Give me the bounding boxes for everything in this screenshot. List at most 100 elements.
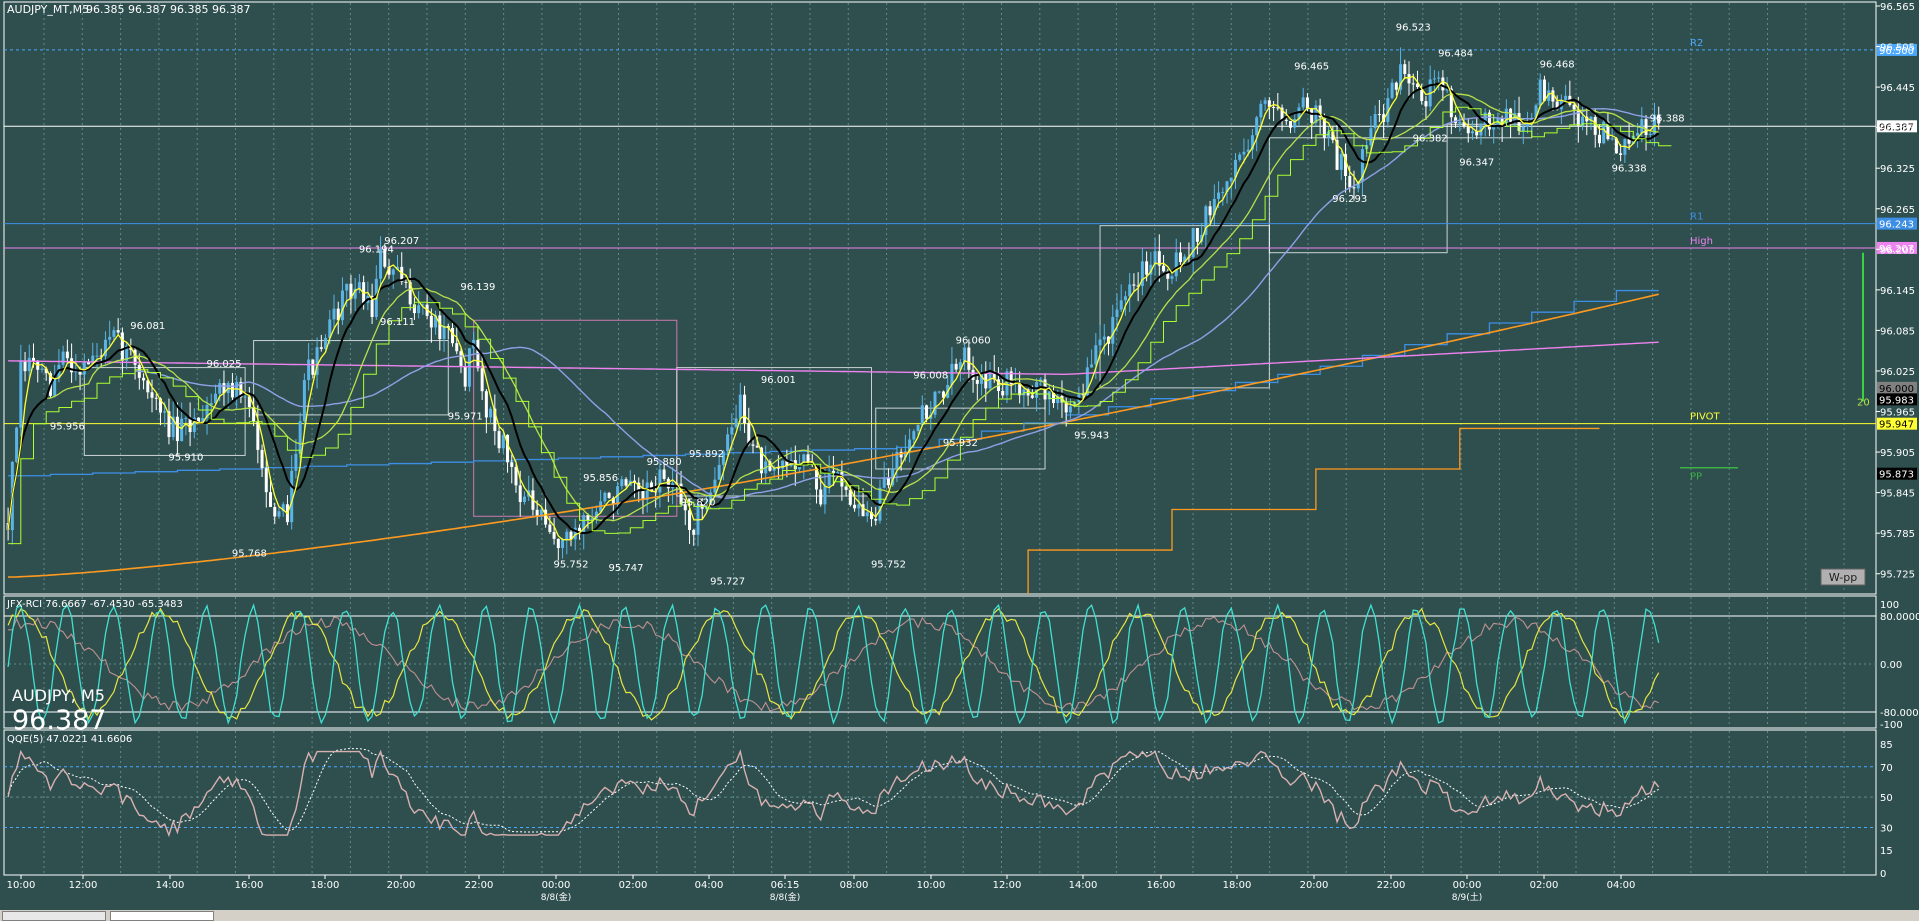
candle-body (197, 417, 201, 424)
price-axis-label: 96.325 (1880, 164, 1915, 175)
candle-body (1149, 264, 1153, 275)
candle-body (1183, 256, 1187, 263)
candle-body (408, 282, 412, 305)
candle-body (819, 489, 823, 505)
candle-body (514, 466, 518, 486)
candle-body (1534, 105, 1538, 118)
candle-body (1411, 83, 1415, 85)
candle-body (937, 391, 941, 393)
candle-body (1123, 296, 1127, 301)
candle-body (1652, 114, 1656, 134)
weekly-pivot-button-bg[interactable] (1820, 568, 1866, 586)
candle-body (552, 531, 556, 539)
candle-body (23, 361, 27, 372)
rci-header: JFX-RCI 76.6667 -67.4530 -65.3483 (6, 599, 183, 610)
candle-body (273, 506, 277, 517)
ma-slow-line (7, 93, 1659, 531)
candle-body (324, 337, 328, 349)
candle-body (730, 427, 734, 435)
time-axis: 10:00 12:00 14:00 16:00 18:00 20:00 22:00 00:00… (7, 875, 1635, 903)
candle-body (666, 478, 670, 489)
candle-body (891, 468, 895, 486)
candle-body (1335, 140, 1339, 170)
candle-body (912, 431, 916, 440)
candle-body (1204, 206, 1208, 235)
candle-body (874, 519, 878, 521)
candle-body (895, 451, 899, 469)
candle-body (218, 383, 222, 394)
rci-panel[interactable]: JFX-RCI 76.6667 -67.4530 -65.3483 AUDJPY… (3, 595, 1919, 736)
candle-body (1140, 261, 1144, 287)
candle-body (1636, 132, 1640, 136)
level-name: PP (1690, 472, 1702, 483)
candle-body (857, 504, 861, 509)
level-name: R2 (1690, 38, 1703, 49)
candle-body (370, 295, 374, 318)
candle-body (882, 477, 886, 488)
price-label: 95.971 (448, 411, 483, 422)
price-label: 95.856 (583, 473, 618, 484)
candle-body (759, 447, 763, 474)
candle-body (1157, 251, 1161, 266)
candle-body (260, 449, 264, 469)
candle-body (662, 469, 666, 479)
level-tag-bg (1877, 381, 1917, 394)
price-label: 96.025 (206, 359, 241, 370)
candle-body (400, 266, 404, 282)
candle-body (603, 492, 607, 502)
candle-body (577, 527, 581, 534)
candle-body (1250, 135, 1254, 150)
candle-body (1276, 107, 1280, 109)
candle-body (493, 408, 497, 432)
candle-body (1348, 176, 1352, 188)
candle-body (776, 467, 780, 469)
session-box (253, 340, 449, 416)
time-axis-label: 14:00 (156, 880, 185, 891)
time-axis-label: 00:00 (1453, 880, 1482, 891)
price-axis-label: 96.145 (1880, 286, 1915, 297)
chart-tab-bar (0, 910, 1919, 921)
time-axis-label: 06:15 (771, 880, 800, 891)
candle-body (535, 509, 539, 517)
price-axis-label: 95.725 (1880, 570, 1915, 581)
candle-body (1644, 119, 1648, 135)
qqe-panel[interactable]: QQE(5) 47.0221 41.6606 85 70 50 30 15 0 (3, 729, 1893, 880)
qqe-grid (4, 731, 1876, 874)
chart-tab-1[interactable] (2, 911, 106, 921)
level-tag-value: 96.387 (1879, 122, 1914, 133)
weekly-pivot-button-label[interactable]: W-pp (1829, 571, 1857, 584)
candle-body (379, 249, 383, 279)
qqe-main-line (7, 749, 1660, 838)
candle-body (27, 357, 31, 372)
candle-body (328, 319, 332, 338)
price-axis-label: 96.025 (1880, 367, 1915, 378)
candle-body (548, 524, 552, 532)
candle-body (1115, 309, 1119, 317)
candle-body (1035, 382, 1039, 398)
price-label: 96.523 (1396, 22, 1431, 33)
candle-body (192, 417, 196, 433)
candle-body (954, 363, 958, 370)
candle-body (171, 416, 175, 438)
time-axis-label: 20:00 (1300, 880, 1329, 891)
price-axis-label: 95.845 (1880, 489, 1915, 500)
candle-body (1056, 396, 1060, 404)
candle-body (175, 416, 179, 442)
main-price-panel[interactable]: R296.50096.387R196.243High96.20796.00095… (3, 1, 1917, 595)
chart-tab-2[interactable] (110, 911, 214, 921)
qqe-signal-line (7, 748, 1659, 833)
time-axis-label: 14:00 (1069, 880, 1098, 891)
weekly-pivot-button[interactable]: W-pp (1820, 568, 1866, 586)
candle-body (721, 451, 725, 465)
price-label: 96.008 (913, 370, 948, 381)
qqe-axis-label: 85 (1880, 740, 1893, 751)
candle-body (125, 345, 129, 361)
candle-body (269, 492, 273, 507)
time-axis-label: 02:00 (619, 880, 648, 891)
level-tag-bg (1877, 393, 1917, 406)
candle-body (594, 511, 598, 519)
candle-body (1627, 139, 1631, 144)
candle-body (412, 304, 416, 314)
rci-panel-border (3, 595, 1877, 729)
